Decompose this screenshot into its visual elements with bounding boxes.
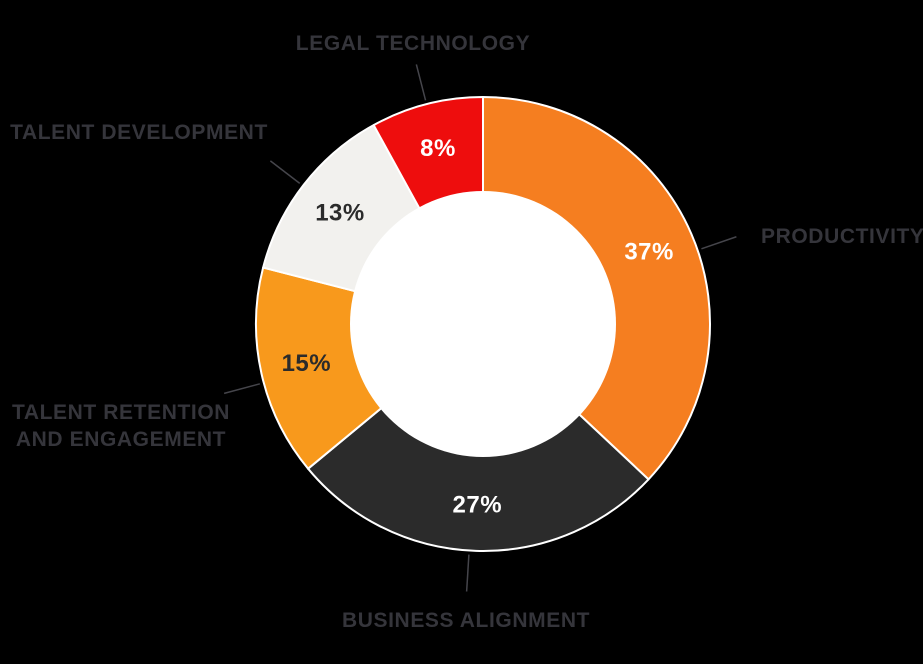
percent-label-talent-retention-and-engagement: 15% — [282, 350, 332, 377]
leader-line-talent-development — [269, 160, 301, 184]
leader-line-talent-retention-and-engagement — [223, 383, 261, 395]
label-productivity: PRODUCTIVITY — [761, 225, 923, 248]
percent-label-legal-technology: 8% — [420, 135, 456, 162]
label-legal-technology: LEGAL TECHNOLOGY — [295, 32, 531, 55]
leader-line-business-alignment — [465, 554, 470, 592]
leader-line-productivity — [701, 236, 737, 250]
percent-label-business-alignment: 27% — [453, 491, 503, 518]
label-business-alignment: BUSINESS ALIGNMENT — [341, 609, 591, 632]
percent-label-talent-development: 13% — [315, 200, 365, 227]
label-talent-development: TALENT DEVELOPMENT — [10, 121, 268, 144]
label-talent-retention-and-engagement: TALENT RETENTION AND ENGAGEMENT — [11, 401, 231, 451]
leader-line-legal-technology — [415, 64, 427, 101]
percent-label-productivity: 37% — [624, 239, 674, 266]
donut-hole — [350, 191, 616, 457]
